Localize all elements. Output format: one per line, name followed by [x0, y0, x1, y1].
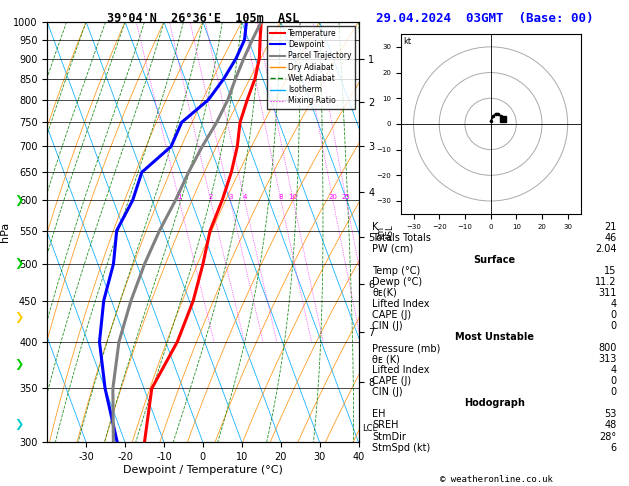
Text: 0: 0 [610, 321, 616, 331]
Text: K: K [372, 222, 379, 232]
Text: © weatheronline.co.uk: © weatheronline.co.uk [440, 474, 554, 484]
Text: Dewp (°C): Dewp (°C) [372, 277, 423, 287]
Text: 10: 10 [289, 194, 298, 200]
Text: ❯: ❯ [14, 195, 23, 206]
Text: 0: 0 [610, 376, 616, 386]
Text: θᴇ(K): θᴇ(K) [372, 288, 397, 298]
Text: θᴇ (K): θᴇ (K) [372, 354, 400, 364]
Text: kt: kt [403, 36, 411, 46]
Text: 2.04: 2.04 [595, 244, 616, 254]
Legend: Temperature, Dewpoint, Parcel Trajectory, Dry Adiabat, Wet Adiabat, Isotherm, Mi: Temperature, Dewpoint, Parcel Trajectory… [267, 26, 355, 108]
Text: PW (cm): PW (cm) [372, 244, 414, 254]
Text: Lifted Index: Lifted Index [372, 365, 430, 375]
Text: 2: 2 [208, 194, 213, 200]
Text: EH: EH [372, 409, 386, 419]
Text: ❯: ❯ [14, 312, 23, 323]
Text: 8: 8 [279, 194, 283, 200]
Text: 313: 313 [598, 354, 616, 364]
Text: 6: 6 [610, 443, 616, 452]
Text: CAPE (J): CAPE (J) [372, 310, 411, 320]
Text: 4: 4 [610, 365, 616, 375]
Text: Most Unstable: Most Unstable [455, 332, 534, 342]
Text: ❯: ❯ [14, 359, 23, 370]
Y-axis label: km
ASL: km ASL [376, 224, 395, 240]
Text: 1: 1 [177, 194, 181, 200]
Y-axis label: hPa: hPa [0, 222, 10, 242]
Text: 29.04.2024  03GMT  (Base: 00): 29.04.2024 03GMT (Base: 00) [376, 12, 593, 25]
Text: Pressure (mb): Pressure (mb) [372, 343, 441, 353]
Text: 28°: 28° [599, 432, 616, 441]
Text: StmSpd (kt): StmSpd (kt) [372, 443, 431, 452]
Text: 20: 20 [328, 194, 337, 200]
Text: Hodograph: Hodograph [464, 399, 525, 408]
Text: 11.2: 11.2 [595, 277, 616, 287]
Text: 3: 3 [228, 194, 233, 200]
X-axis label: Dewpoint / Temperature (°C): Dewpoint / Temperature (°C) [123, 465, 283, 475]
Text: SREH: SREH [372, 420, 399, 431]
Text: 0: 0 [610, 310, 616, 320]
Text: StmDir: StmDir [372, 432, 406, 441]
Text: 46: 46 [604, 233, 616, 243]
Text: 21: 21 [604, 222, 616, 232]
Text: 311: 311 [598, 288, 616, 298]
Text: 15: 15 [604, 266, 616, 276]
Text: 0: 0 [610, 387, 616, 398]
Text: ❯: ❯ [14, 259, 23, 269]
Text: Surface: Surface [474, 255, 515, 265]
Text: 800: 800 [598, 343, 616, 353]
Text: ❯: ❯ [14, 419, 23, 430]
Text: 4: 4 [610, 299, 616, 309]
Text: 25: 25 [342, 194, 350, 200]
Text: Totals Totals: Totals Totals [372, 233, 431, 243]
Text: CIN (J): CIN (J) [372, 321, 403, 331]
Text: 4: 4 [242, 194, 247, 200]
Text: CIN (J): CIN (J) [372, 387, 403, 398]
Text: 48: 48 [604, 420, 616, 431]
Text: 53: 53 [604, 409, 616, 419]
Text: Lifted Index: Lifted Index [372, 299, 430, 309]
Text: LCL: LCL [362, 423, 377, 433]
Text: CAPE (J): CAPE (J) [372, 376, 411, 386]
Text: Temp (°C): Temp (°C) [372, 266, 421, 276]
Text: 39°04'N  26°36'E  105m  ASL: 39°04'N 26°36'E 105m ASL [107, 12, 299, 25]
